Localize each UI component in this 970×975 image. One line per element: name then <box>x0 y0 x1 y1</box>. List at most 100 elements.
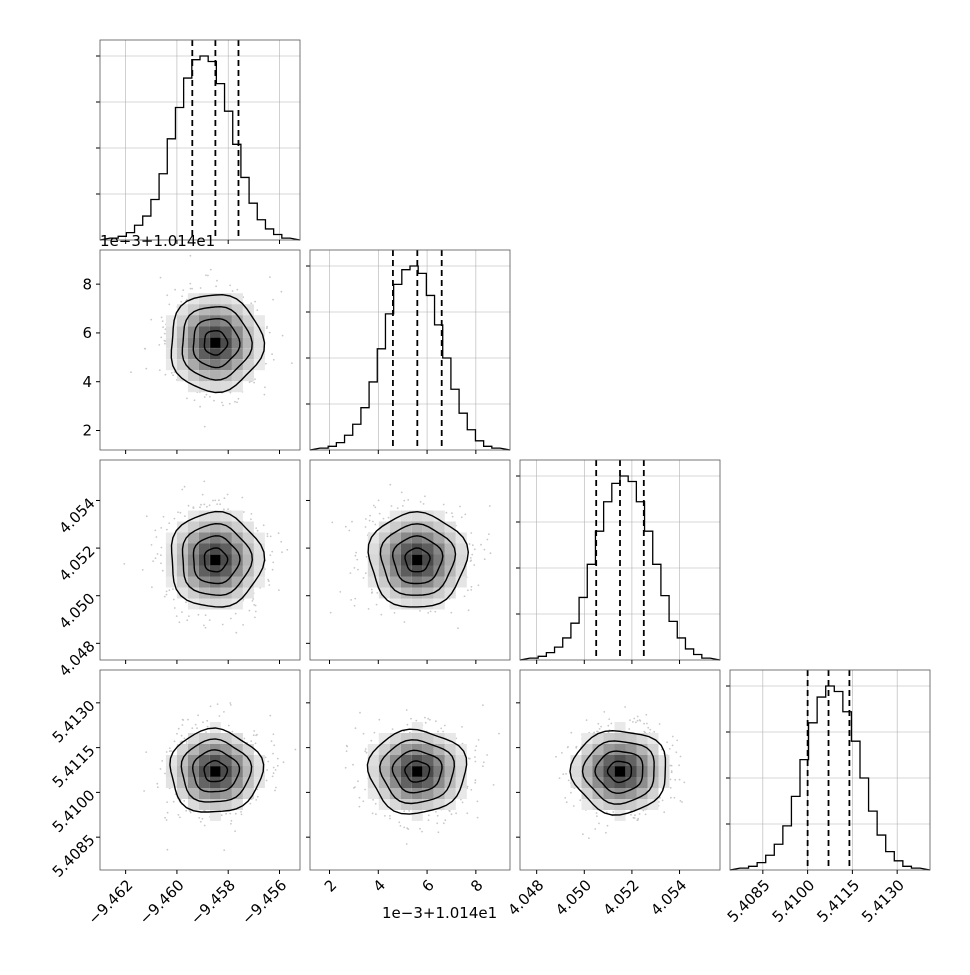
sample-point <box>387 516 390 519</box>
sample-point <box>173 517 176 520</box>
density-cell <box>176 326 188 338</box>
sample-point <box>421 830 423 833</box>
density-cell <box>231 598 243 610</box>
sample-point <box>482 765 484 768</box>
sample-point <box>219 503 222 506</box>
density-cell <box>614 755 626 766</box>
sample-point <box>199 820 202 823</box>
density-cell <box>389 788 401 799</box>
sample-point <box>405 843 408 845</box>
sample-point <box>349 572 352 574</box>
density-cell <box>176 587 188 599</box>
sample-point <box>437 730 439 733</box>
sample-point <box>181 718 184 721</box>
density-cell <box>198 326 210 338</box>
sample-point <box>463 595 466 598</box>
density-cell <box>187 777 199 788</box>
density-cell <box>422 777 434 788</box>
scatter-panel-r3-c2 <box>306 459 511 664</box>
sample-point <box>274 769 277 771</box>
density-cell <box>455 788 467 799</box>
sample-point <box>212 499 214 502</box>
sample-point <box>436 814 439 817</box>
sample-point <box>203 480 206 483</box>
sample-point <box>457 627 459 630</box>
sample-point <box>199 287 202 289</box>
y-offset-label: 1e−3+1.014e1 <box>100 232 215 250</box>
sample-point <box>471 553 474 556</box>
sample-point <box>475 745 478 747</box>
sample-point <box>352 763 354 766</box>
sample-point <box>356 558 359 561</box>
density-cell <box>455 777 467 788</box>
sample-point <box>151 586 153 588</box>
sample-point <box>265 362 267 365</box>
density-cell <box>231 788 243 799</box>
sample-point <box>248 381 251 384</box>
sample-point <box>221 623 224 626</box>
density-cell <box>198 543 210 555</box>
density-cell <box>422 744 434 755</box>
sample-point <box>570 731 573 734</box>
sample-point <box>480 543 482 546</box>
sample-point <box>278 589 280 591</box>
sample-point <box>357 568 359 571</box>
density-cell <box>198 744 210 755</box>
density-cell <box>231 554 243 566</box>
scatter-panel-r4-c3 <box>516 669 721 874</box>
sample-point <box>220 814 223 817</box>
sample-point <box>676 739 679 742</box>
density-cell <box>187 326 199 338</box>
panel-frame <box>309 459 511 661</box>
panel-content <box>344 704 500 845</box>
sample-point <box>268 331 271 334</box>
density-cell <box>187 565 199 577</box>
contour-line <box>181 305 253 381</box>
sample-point <box>269 276 271 278</box>
density-cell <box>253 755 265 766</box>
sample-point <box>588 837 590 839</box>
sample-point <box>419 610 421 612</box>
y-tick-label: 2 <box>82 422 92 440</box>
density-cell <box>165 359 177 371</box>
density-cell <box>367 543 379 555</box>
sample-point <box>624 706 626 708</box>
histogram-frame <box>309 249 511 451</box>
sample-point <box>271 775 274 778</box>
sample-point <box>271 550 274 553</box>
sample-point <box>203 425 206 428</box>
x-tick-label: 5.4115 <box>813 876 863 926</box>
density-cell <box>455 755 467 766</box>
density-cell <box>422 799 434 810</box>
sample-point <box>204 626 207 629</box>
sample-point <box>266 769 268 771</box>
density-cell <box>625 788 637 799</box>
sample-point <box>280 540 283 543</box>
panel-frame <box>309 669 511 871</box>
density-cell <box>220 359 232 371</box>
density-cell <box>433 554 445 566</box>
density-cell <box>209 598 221 610</box>
density-cell <box>242 532 254 544</box>
density-cell <box>220 598 232 610</box>
density-cell <box>603 733 615 744</box>
sample-point <box>192 507 195 509</box>
sample-point <box>353 604 356 607</box>
density-cell <box>176 788 188 799</box>
density-cell <box>658 766 670 777</box>
density-cell <box>165 326 177 338</box>
sample-point <box>255 527 258 529</box>
sample-point <box>168 303 171 306</box>
density-cell <box>165 554 177 566</box>
density-cell <box>378 554 390 566</box>
sample-point <box>605 831 607 834</box>
sample-point <box>367 608 370 610</box>
sample-point <box>150 544 153 546</box>
sample-point <box>209 268 212 271</box>
sample-point <box>161 760 164 762</box>
sample-point <box>160 546 163 549</box>
density-cell <box>187 304 199 316</box>
density-cell <box>603 777 615 788</box>
density-cell <box>411 587 423 599</box>
density-cell <box>400 521 412 533</box>
